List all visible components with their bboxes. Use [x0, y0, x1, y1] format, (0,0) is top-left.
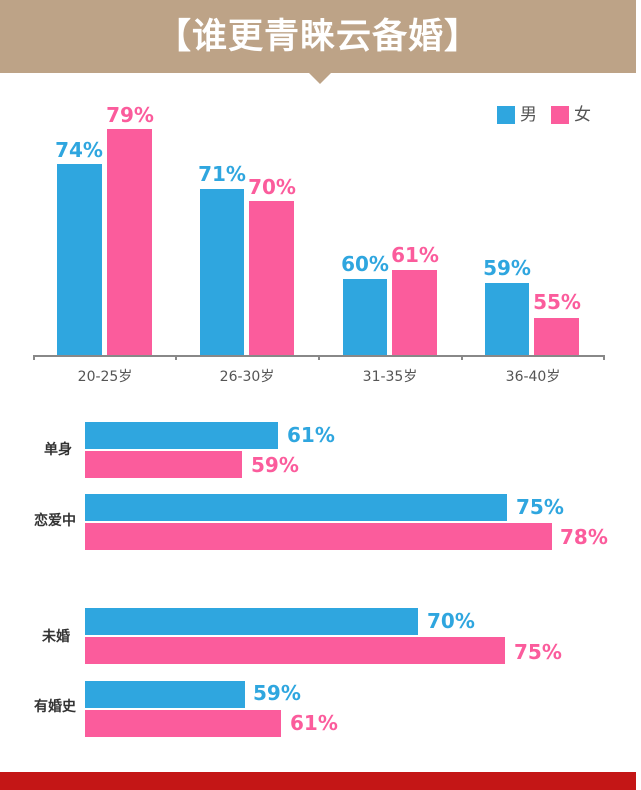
x-axis-tick — [461, 355, 463, 360]
page-title: 【谁更青睐云备婚】 — [155, 17, 480, 57]
header-pointer — [309, 73, 331, 84]
bar-female — [85, 637, 505, 664]
x-axis-tick — [603, 355, 605, 360]
bar-female — [392, 270, 437, 356]
footer-band — [0, 772, 636, 790]
bar-value-male: 59% — [483, 256, 531, 280]
bar-value-female: 70% — [248, 175, 296, 199]
x-axis-label: 26-30岁 — [219, 369, 275, 385]
bar-male — [85, 681, 245, 708]
bar-value-male: 70% — [427, 609, 475, 633]
bar-male — [57, 164, 102, 356]
bar-value-female: 75% — [514, 640, 562, 664]
x-axis-tick — [175, 355, 177, 360]
x-axis-tick — [318, 355, 320, 360]
bar-male — [485, 283, 529, 356]
bar-value-female: 61% — [290, 711, 338, 735]
bar-male — [343, 279, 387, 356]
bar-female — [85, 451, 242, 478]
bar-value-male: 75% — [516, 495, 564, 519]
bar-male — [85, 608, 418, 635]
header-banner: 【谁更青睐云备婚】 — [0, 0, 636, 73]
bar-value-male: 74% — [55, 138, 103, 162]
x-axis-label: 31-35岁 — [362, 369, 418, 385]
bar-value-female: 55% — [533, 290, 581, 314]
legend-label: 男 — [520, 105, 537, 125]
bar-value-female: 79% — [106, 103, 154, 127]
legend-item-male: 男 — [497, 105, 537, 125]
bar-value-female: 59% — [251, 453, 299, 477]
bar-female — [249, 201, 294, 356]
category-label: 有婚史 — [34, 699, 76, 715]
bar-value-male: 60% — [341, 252, 389, 276]
x-axis-label: 20-25岁 — [77, 369, 133, 385]
bar-value-male: 71% — [198, 162, 246, 186]
bar-value-male: 61% — [287, 423, 335, 447]
legend-label: 女 — [574, 105, 591, 125]
x-axis-label: 36-40岁 — [505, 369, 561, 385]
bar-female — [85, 710, 281, 737]
legend-swatch-female — [551, 106, 569, 124]
bar-value-female: 61% — [391, 243, 439, 267]
bar-male — [85, 422, 278, 449]
bar-male — [200, 189, 244, 356]
bar-value-male: 59% — [253, 681, 301, 705]
category-label: 未婚 — [42, 629, 70, 645]
legend-item-female: 女 — [551, 105, 591, 125]
category-label: 恋爱中 — [34, 513, 76, 529]
bar-female — [85, 523, 552, 550]
legend-swatch-male — [497, 106, 515, 124]
bar-male — [85, 494, 507, 521]
category-label: 单身 — [44, 442, 72, 458]
x-axis-tick — [33, 355, 35, 360]
bar-female — [534, 318, 579, 356]
bar-value-female: 78% — [560, 525, 608, 549]
bar-female — [107, 129, 152, 356]
right-edge — [636, 0, 641, 790]
